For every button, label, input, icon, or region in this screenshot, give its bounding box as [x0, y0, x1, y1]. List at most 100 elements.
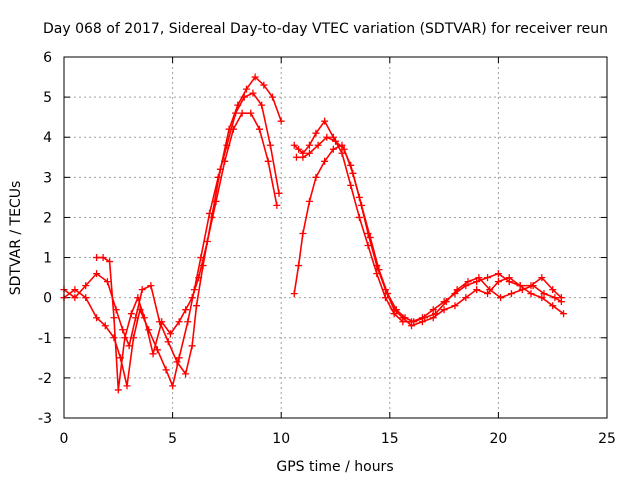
data-point: [429, 314, 437, 322]
data-point: [134, 294, 142, 302]
data-point: [162, 366, 170, 374]
data-point: [125, 342, 133, 350]
data-point: [451, 302, 459, 310]
data-point: [299, 153, 307, 161]
data-point: [247, 109, 255, 117]
y-tick-label: -1: [38, 331, 52, 347]
data-point: [106, 258, 114, 266]
chart-title: Day 068 of 2017, Sidereal Day-to-day VTE…: [43, 21, 608, 37]
data-point: [295, 145, 303, 153]
data-series-6: [292, 133, 565, 326]
data-series-1: [60, 73, 285, 378]
grid-layer: [64, 57, 607, 418]
data-point: [473, 278, 481, 286]
data-point: [103, 278, 111, 286]
data-point: [540, 290, 548, 298]
data-point: [242, 85, 250, 93]
data-point: [140, 314, 148, 322]
y-axis-label: SDTVAR / TECUs: [8, 181, 24, 296]
data-point: [494, 270, 502, 278]
data-point: [82, 282, 90, 290]
data-point: [516, 282, 524, 290]
data-point: [321, 157, 329, 165]
data-point: [538, 274, 546, 282]
data-point: [347, 181, 355, 189]
series-layer: [60, 73, 568, 394]
data-point: [557, 298, 565, 306]
data-point: [305, 141, 313, 149]
x-tick-label: 15: [381, 431, 399, 447]
data-point: [123, 382, 131, 390]
data-point: [269, 93, 277, 101]
data-point: [312, 173, 320, 181]
data-point: [145, 326, 153, 334]
data-point: [338, 149, 346, 157]
data-point: [277, 117, 285, 125]
data-point: [551, 294, 559, 302]
data-point: [538, 294, 546, 302]
data-series-3: [93, 109, 281, 394]
data-point: [93, 254, 101, 262]
data-point: [349, 169, 357, 177]
data-point: [212, 197, 220, 205]
data-point: [249, 89, 257, 97]
data-point: [153, 346, 161, 354]
series-line: [296, 136, 562, 323]
data-point: [429, 306, 437, 314]
data-point: [290, 141, 298, 149]
series-line: [96, 112, 278, 391]
data-point: [529, 282, 537, 290]
data-point: [149, 350, 157, 358]
data-point: [505, 274, 513, 282]
x-tick-label: 5: [168, 431, 177, 447]
data-point: [206, 209, 214, 217]
data-point: [82, 294, 90, 302]
data-point: [299, 229, 307, 237]
axes-layer: 0 5 10 15 20 25 -3 -2 -1 0 1 2 3 4 5 6: [38, 50, 616, 447]
data-point: [164, 338, 172, 346]
data-point: [560, 310, 568, 318]
data-point: [321, 117, 329, 125]
data-point: [275, 189, 283, 197]
data-point: [329, 145, 337, 153]
data-point: [494, 278, 502, 286]
data-point: [240, 93, 248, 101]
x-tick-label: 10: [272, 431, 290, 447]
data-point: [158, 318, 166, 326]
data-point: [266, 141, 274, 149]
data-point: [305, 197, 313, 205]
data-point: [358, 201, 366, 209]
y-tick-label: 3: [43, 170, 52, 186]
x-tick-label: 20: [489, 431, 507, 447]
y-tick-label: 2: [43, 210, 52, 226]
plot-frame: [63, 56, 608, 419]
data-point: [71, 286, 79, 294]
data-point: [110, 334, 118, 342]
data-point: [93, 270, 101, 278]
data-point: [255, 125, 263, 133]
data-point: [431, 310, 439, 318]
data-point: [192, 302, 200, 310]
y-tick-label: 5: [43, 90, 52, 106]
data-point: [251, 73, 259, 81]
data-point: [486, 286, 494, 294]
y-tick-label: -2: [38, 371, 52, 387]
x-axis-label: GPS time / hours: [276, 459, 393, 475]
data-point: [292, 153, 300, 161]
data-point: [549, 302, 557, 310]
data-point: [381, 294, 389, 302]
y-tick-label: 0: [43, 291, 52, 307]
data-point: [182, 370, 190, 378]
data-point: [232, 109, 240, 117]
x-tick-label: 25: [598, 431, 616, 447]
data-point: [264, 157, 272, 165]
data-point: [464, 278, 472, 286]
data-point: [101, 322, 109, 330]
data-point: [93, 314, 101, 322]
data-point: [332, 137, 339, 145]
data-point: [375, 266, 383, 274]
data-point: [188, 294, 196, 302]
data-point: [260, 81, 268, 89]
data-point: [462, 294, 470, 302]
